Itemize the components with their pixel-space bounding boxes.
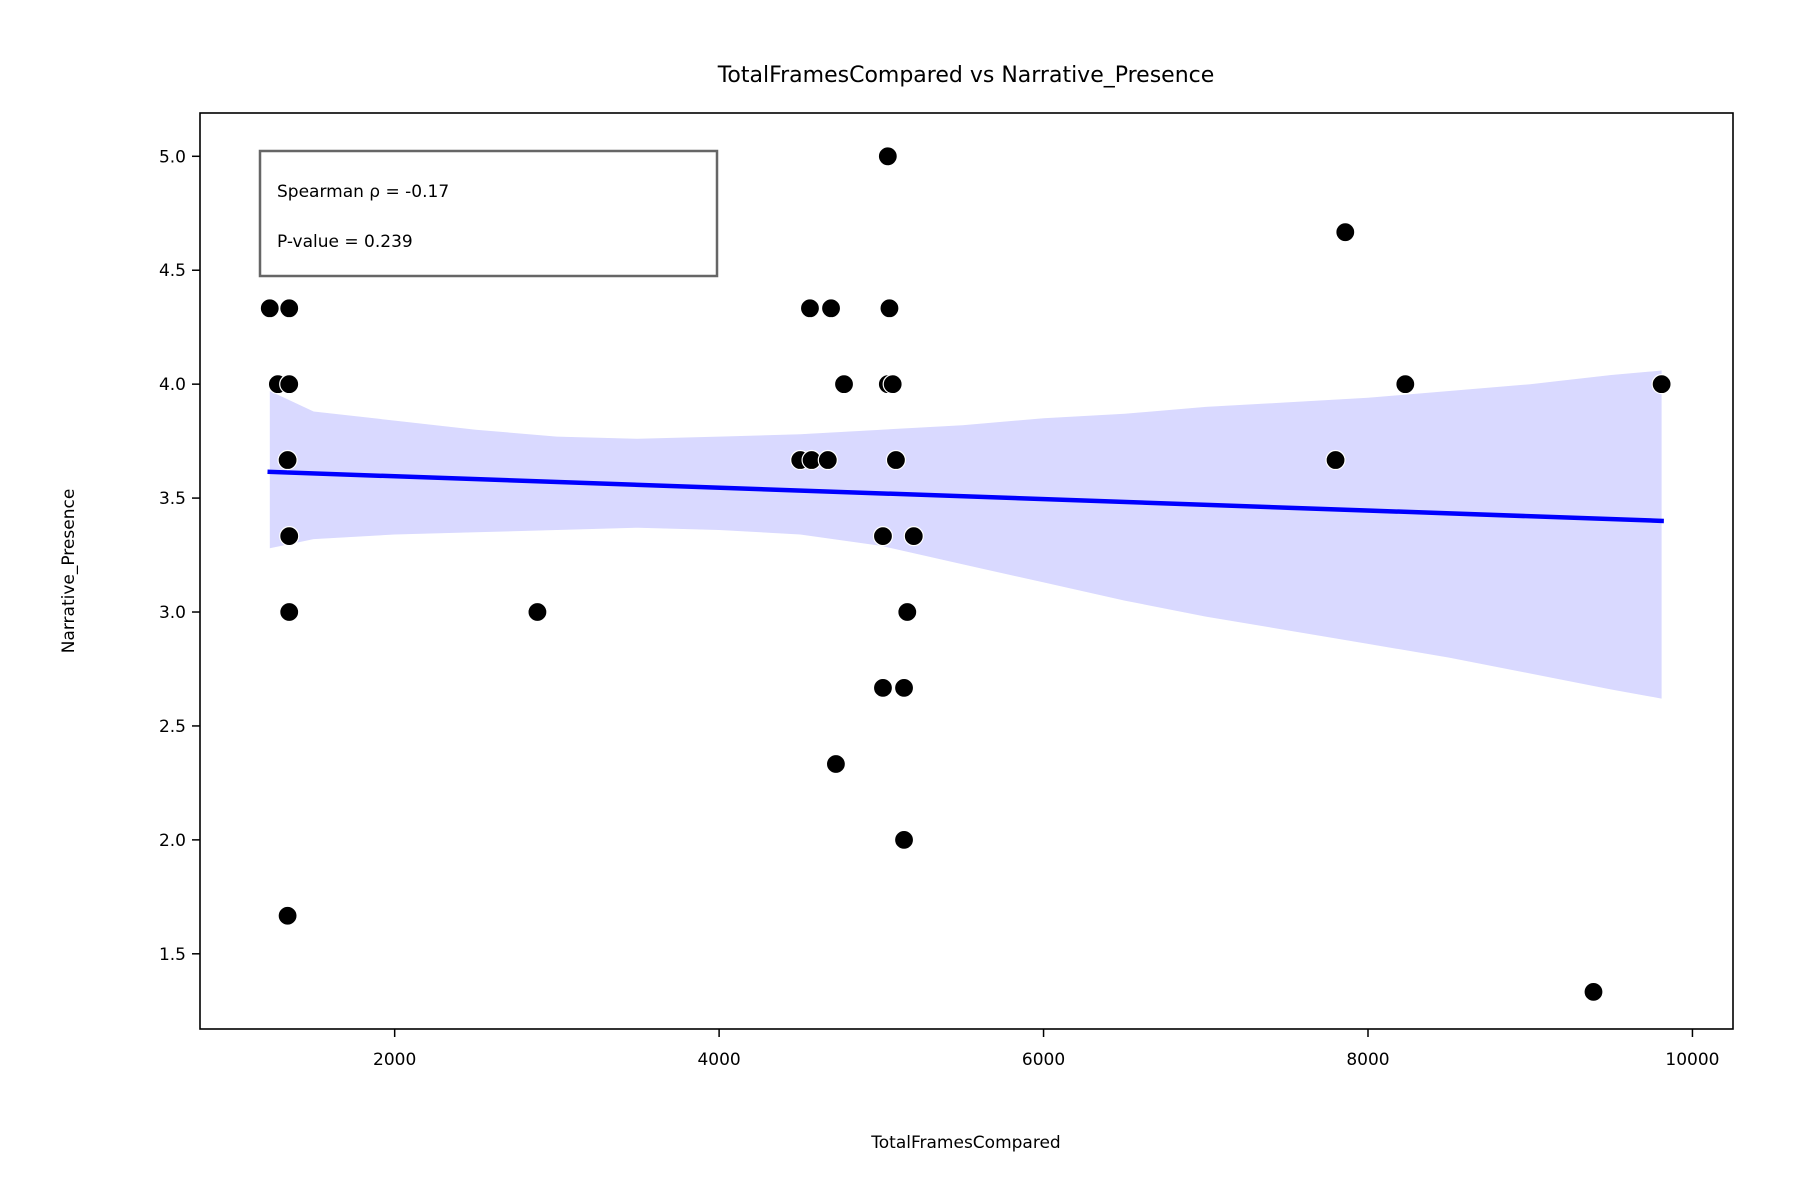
y-tick-label: 4.5 xyxy=(159,261,186,281)
y-tick-label: 3.0 xyxy=(159,603,186,623)
scatter-point xyxy=(893,677,915,698)
chart-title: TotalFramesCompared vs Narrative_Presenc… xyxy=(717,63,1215,88)
y-tick-label: 2.5 xyxy=(159,717,186,737)
scatter-points-layer xyxy=(259,146,1672,1002)
scatter-point xyxy=(872,677,894,698)
y-tick-label: 4.0 xyxy=(159,375,186,395)
scatter-point xyxy=(1325,449,1346,471)
scatter-point xyxy=(882,374,903,395)
x-axis-label: TotalFramesCompared xyxy=(870,1133,1060,1153)
y-axis-label: Narrative_Presence xyxy=(59,489,79,654)
scatter-point xyxy=(277,449,298,471)
scatter-point xyxy=(820,298,842,319)
x-tick-label: 8000 xyxy=(1346,1050,1389,1070)
scatter-point xyxy=(833,374,855,395)
y-tick-label: 1.5 xyxy=(159,945,186,965)
scatter-point xyxy=(527,601,548,623)
scatter-point xyxy=(879,298,900,319)
x-tick-label: 2000 xyxy=(373,1050,416,1070)
scatter-point xyxy=(1583,981,1604,1002)
p-value-text: P-value = 0.239 xyxy=(277,232,413,252)
scatter-point xyxy=(277,905,298,926)
x-tick-label: 10000 xyxy=(1665,1050,1719,1070)
scatter-point xyxy=(872,526,894,547)
scatter-point xyxy=(1335,222,1356,243)
scatter-point xyxy=(279,601,300,623)
scatter-point xyxy=(903,526,924,547)
scatter-point xyxy=(799,298,821,319)
scatter-point xyxy=(279,298,300,319)
regression-line xyxy=(267,469,1664,524)
y-tick-label: 3.5 xyxy=(159,489,186,509)
scatter-point xyxy=(825,753,847,775)
y-axis-ticks: 1.5 2.0 2.5 3.0 3.5 4.0 4.5 5.0 xyxy=(159,147,200,965)
scatter-point xyxy=(885,449,907,471)
scatter-point xyxy=(279,526,300,547)
scatter-point xyxy=(897,601,918,623)
x-axis-ticks: 2000 4000 6000 8000 10000 xyxy=(373,1029,1719,1070)
scatter-point xyxy=(279,374,300,395)
scatter-point xyxy=(1395,374,1416,395)
y-tick-label: 5.0 xyxy=(159,147,186,167)
regression-line-layer xyxy=(267,469,1664,524)
x-tick-label: 4000 xyxy=(697,1050,740,1070)
plot-frame xyxy=(199,112,1734,1030)
spearman-rho-text: Spearman ρ = -0.17 xyxy=(277,182,449,202)
scatter-point xyxy=(1651,374,1672,395)
scatter-point xyxy=(877,146,898,167)
scatter-point xyxy=(893,829,915,850)
scatter-point xyxy=(259,298,280,319)
stats-annotation-box: Spearman ρ = -0.17 P-value = 0.239 xyxy=(258,149,719,278)
scatter-point xyxy=(817,449,838,471)
confidence-band-layer xyxy=(269,370,1662,699)
y-tick-label: 2.0 xyxy=(159,831,186,851)
confidence-band xyxy=(269,370,1662,699)
x-tick-label: 6000 xyxy=(1022,1050,1065,1070)
